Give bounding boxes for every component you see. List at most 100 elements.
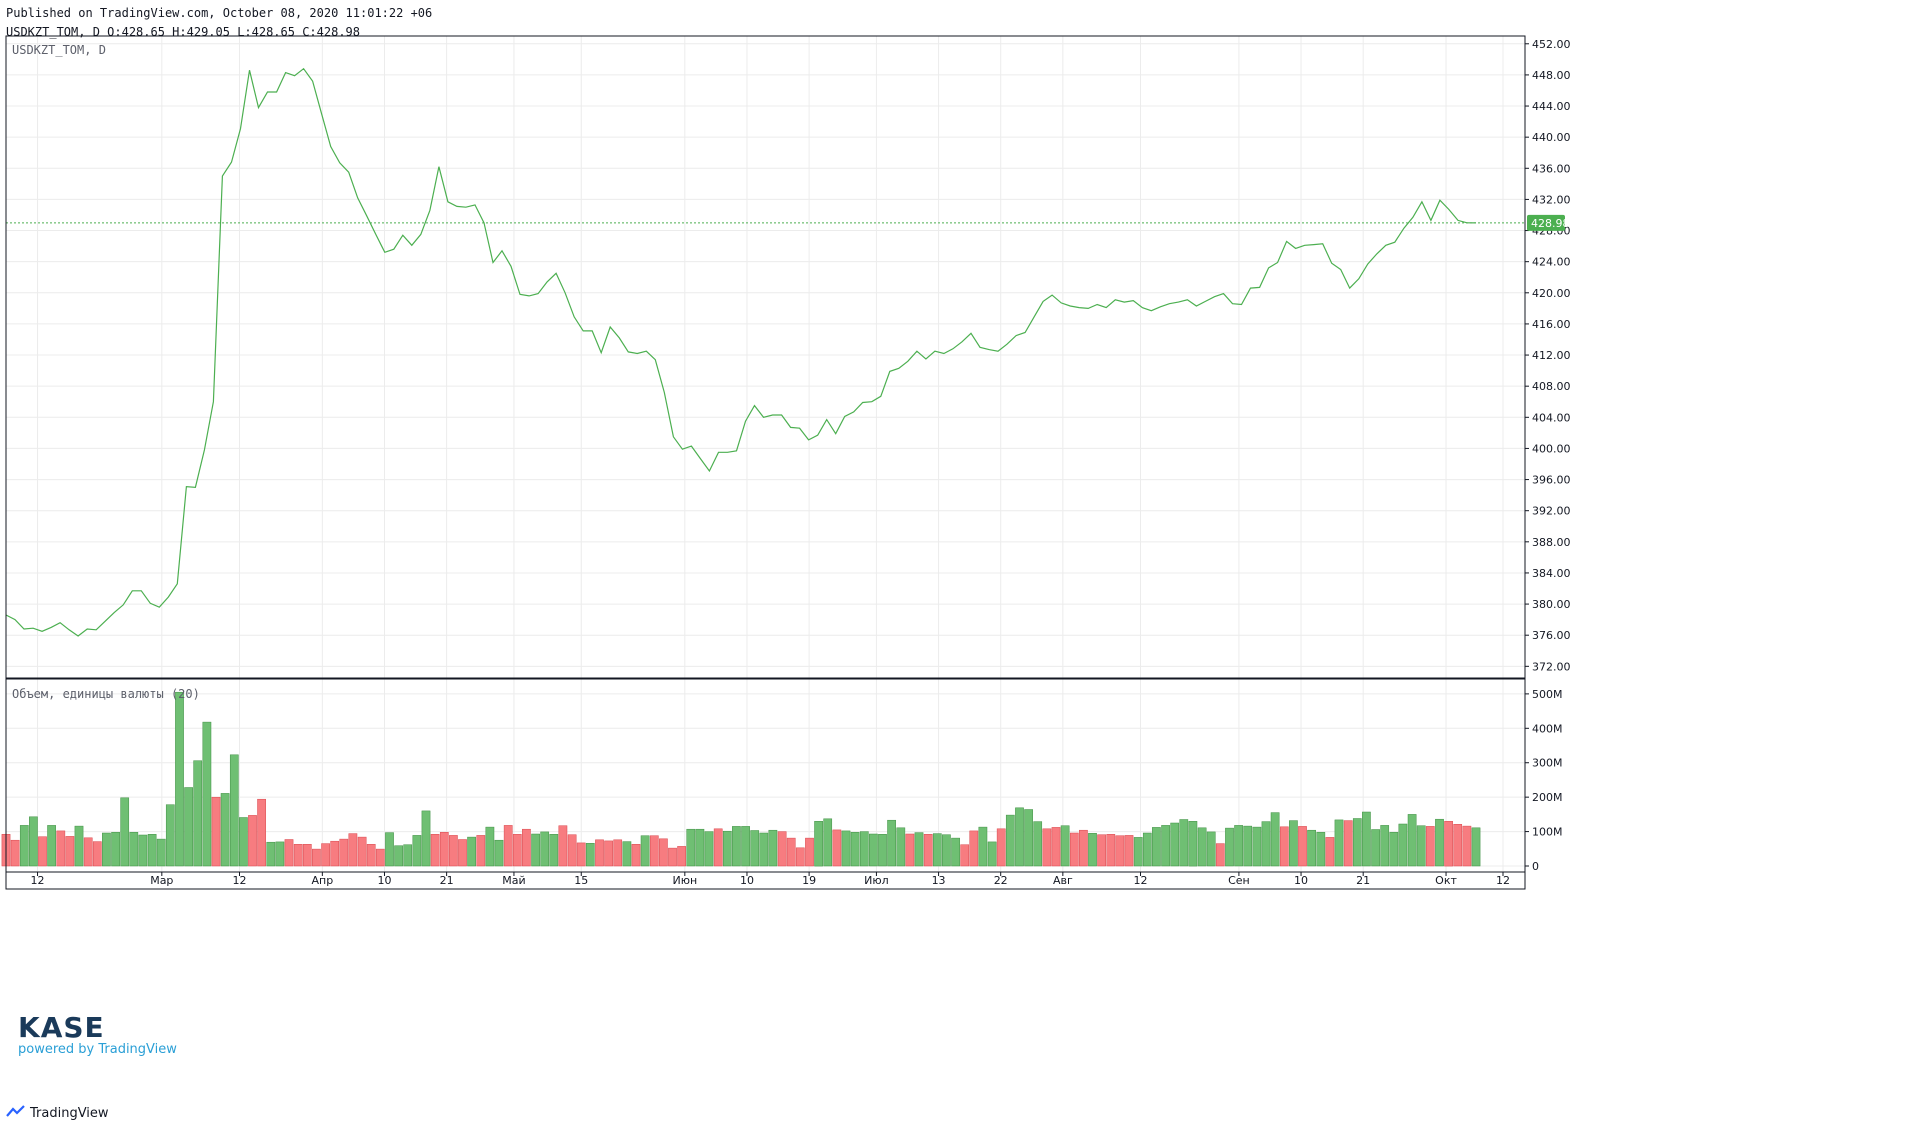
y-tick-label: 444.00 [1532, 100, 1571, 113]
volume-bar [229, 754, 239, 867]
x-tick-label: 21 [440, 874, 454, 887]
volume-bar [1170, 822, 1180, 867]
volume-bar [211, 796, 221, 867]
volume-bar [1352, 818, 1362, 867]
volume-bar [275, 841, 285, 867]
volume-bars [1, 691, 1481, 867]
volume-bar [1252, 826, 1262, 867]
volume-bar [330, 840, 340, 867]
volume-bar [1316, 832, 1326, 867]
vol-tick-label: 200M [1532, 791, 1563, 804]
volume-bar [220, 793, 230, 867]
volume-bar [366, 844, 376, 867]
volume-bar [412, 835, 422, 867]
x-tick-label: 21 [1356, 874, 1370, 887]
y-tick-label: 452.00 [1532, 38, 1571, 51]
volume-bar [832, 829, 842, 867]
x-tick-label: 22 [994, 874, 1008, 887]
tradingview-brand: TradingView [30, 1105, 109, 1121]
volume-bar [458, 839, 467, 867]
volume-bar [1015, 807, 1024, 867]
y-tick-label: 440.00 [1532, 131, 1571, 144]
volume-bar [138, 834, 148, 867]
price-axis[interactable]: 452.00 448.00 444.00 440.00 436.00 432.00 428.… [1525, 38, 1571, 674]
y-tick-label: 412.00 [1532, 349, 1571, 362]
volume-bar [1416, 825, 1426, 867]
volume-bar [147, 834, 157, 867]
x-tick-label: 12 [1134, 874, 1148, 887]
volume-bar [321, 843, 330, 867]
volume-bar [914, 832, 924, 867]
volume-bar [1133, 837, 1143, 867]
y-tick-label: 448.00 [1532, 69, 1571, 82]
volume-bar [421, 810, 431, 867]
volume-bar [1289, 820, 1298, 867]
x-tick-label: 15 [574, 874, 588, 887]
volume-bar [1069, 832, 1079, 867]
time-axis[interactable]: 12 Мар 12 Апр 10 21 Май 15 Июн 10 19 Июл 13 22 Авг 12 Се… [31, 872, 1510, 887]
volume-bar [604, 840, 613, 867]
x-tick-label: 19 [802, 874, 816, 887]
price-pane-label: USDKZT_TOM, D [12, 43, 106, 57]
volume-bar [549, 834, 559, 867]
volume-bar [38, 836, 47, 867]
volume-bar [494, 839, 504, 867]
volume-bar [649, 835, 659, 867]
volume-bar [1471, 827, 1481, 867]
volume-bar [695, 828, 705, 867]
y-tick-label: 404.00 [1532, 411, 1571, 424]
volume-bar [1334, 819, 1344, 867]
x-tick-label: Окт [1435, 874, 1457, 887]
y-tick-label: 388.00 [1532, 536, 1571, 549]
volume-bar [175, 691, 184, 867]
volume-bar [585, 843, 595, 867]
volume-bar [540, 831, 550, 867]
volume-bar [10, 839, 20, 867]
x-tick-label: Июн [672, 874, 697, 887]
volume-bar [312, 848, 321, 867]
y-tick-label: 400.00 [1532, 442, 1571, 455]
volume-bar [1097, 834, 1106, 867]
volume-bar [777, 831, 787, 867]
y-tick-label: 380.00 [1532, 598, 1571, 611]
volume-bar [1407, 814, 1417, 867]
volume-bar [512, 834, 522, 867]
volume-bar [905, 833, 915, 867]
volume-bar [56, 830, 66, 867]
volume-bar [1425, 826, 1435, 867]
volume-bar [1161, 825, 1170, 867]
volume-bar [1298, 826, 1307, 867]
footer[interactable]: TradingView [6, 1104, 109, 1122]
time-axis-frame [5, 871, 1526, 890]
volume-bar [29, 816, 38, 867]
volume-bar [202, 721, 212, 867]
volume-bar [1225, 827, 1234, 867]
last-price-tag-bg [1527, 214, 1565, 231]
volume-bar [439, 832, 449, 867]
y-tick-label: 372.00 [1532, 660, 1571, 673]
volume-axis[interactable]: 500M 400M 300M 200M 100M 0 [1525, 688, 1563, 873]
volume-bar [120, 797, 130, 867]
volume-bar [1234, 825, 1243, 867]
volume-bar [1343, 820, 1353, 867]
volume-bar [1371, 829, 1380, 867]
volume-bar [805, 837, 814, 867]
y-tick-label: 424.00 [1532, 256, 1571, 269]
volume-bar [567, 834, 577, 867]
volume-bar [850, 832, 860, 867]
volume-bar [357, 836, 367, 867]
volume-bar [659, 838, 668, 867]
volume-bar [722, 830, 732, 867]
x-tick-label: 12 [1496, 874, 1510, 887]
volume-bar [284, 839, 294, 867]
volume-bar [1389, 832, 1399, 867]
volume-bar [1024, 809, 1033, 867]
volume-bar [969, 830, 979, 867]
volume-bar [996, 828, 1006, 867]
volume-bar [576, 842, 586, 867]
x-tick-label: 10 [740, 874, 754, 887]
volume-bar [869, 833, 878, 867]
volume-bar [732, 826, 741, 867]
volume-bar [449, 835, 458, 867]
volume-bar [823, 818, 833, 867]
